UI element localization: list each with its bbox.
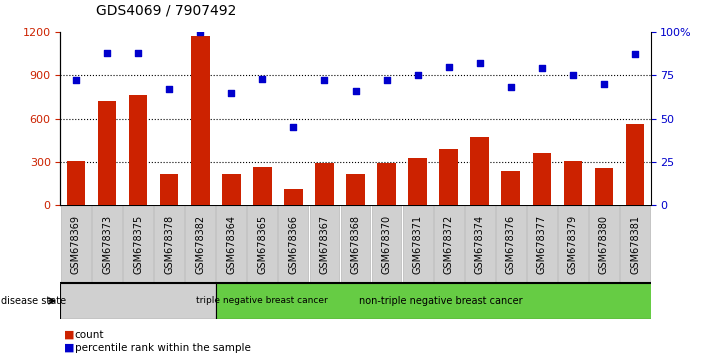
Point (412, 73, 423, 78)
Text: ■: ■ (64, 343, 75, 353)
Point (195, 29, 206, 35)
Text: GSM678379: GSM678379 (568, 215, 578, 274)
Text: GSM678372: GSM678372 (444, 215, 454, 274)
Point (257, 76, 268, 81)
Bar (341, 205, 370, 283)
Bar (123, 205, 153, 283)
Text: GSM678382: GSM678382 (196, 215, 205, 274)
Text: GSM678376: GSM678376 (506, 215, 515, 274)
Bar (309, 205, 339, 283)
Point (102, 50, 113, 56)
Bar (465, 205, 495, 283)
Bar (620, 205, 650, 283)
Point (536, 65, 547, 71)
Bar (129, 96, 147, 205)
Bar (439, 149, 458, 205)
Point (443, 64, 454, 69)
Text: ■: ■ (64, 330, 75, 339)
Bar (471, 137, 489, 205)
Text: GSM678371: GSM678371 (412, 215, 422, 274)
Bar (191, 36, 210, 205)
Point (598, 81, 609, 87)
Point (225, 90, 237, 96)
Bar (154, 205, 184, 283)
Bar (247, 205, 277, 283)
Point (132, 50, 144, 56)
Bar (284, 189, 303, 205)
Text: count: count (75, 330, 104, 339)
Text: GSM678365: GSM678365 (257, 215, 267, 274)
Bar (60, 283, 215, 319)
Text: GSM678377: GSM678377 (537, 215, 547, 274)
Text: GSM678375: GSM678375 (133, 215, 143, 274)
Text: non-triple negative breast cancer: non-triple negative breast cancer (359, 296, 523, 306)
Bar (67, 160, 85, 205)
Bar (626, 124, 644, 205)
Bar (253, 167, 272, 205)
Text: GSM678368: GSM678368 (351, 215, 360, 274)
Text: GSM678381: GSM678381 (630, 215, 640, 274)
Text: percentile rank within the sample: percentile rank within the sample (75, 343, 250, 353)
Bar (186, 205, 215, 283)
Text: GSM678378: GSM678378 (164, 215, 174, 274)
Bar (594, 169, 614, 205)
Bar (97, 101, 117, 205)
Text: disease state: disease state (1, 296, 66, 306)
Text: GSM678369: GSM678369 (71, 215, 81, 274)
Bar (501, 171, 520, 205)
Bar (160, 174, 178, 205)
Bar (378, 163, 396, 205)
Bar (533, 153, 551, 205)
Point (629, 52, 641, 57)
Bar (372, 205, 402, 283)
Bar (527, 205, 557, 283)
Bar (346, 174, 365, 205)
Bar (61, 205, 91, 283)
Point (350, 88, 361, 94)
Bar (558, 205, 588, 283)
Text: triple negative breast cancer: triple negative breast cancer (196, 296, 328, 306)
Bar (496, 205, 525, 283)
Text: GSM678366: GSM678366 (289, 215, 299, 274)
Bar (402, 205, 432, 283)
Bar (216, 205, 246, 283)
Point (164, 86, 175, 92)
Point (381, 78, 392, 83)
Bar (434, 205, 464, 283)
Bar (92, 205, 122, 283)
Text: GSM678370: GSM678370 (382, 215, 392, 274)
Point (288, 124, 299, 130)
Point (474, 60, 486, 66)
Bar (315, 163, 333, 205)
Point (319, 78, 330, 83)
Bar (564, 160, 582, 205)
Bar (279, 205, 309, 283)
Text: GSM678373: GSM678373 (102, 215, 112, 274)
Text: GSM678364: GSM678364 (226, 215, 236, 274)
Text: GSM678380: GSM678380 (599, 215, 609, 274)
Point (567, 73, 579, 78)
Text: GDS4069 / 7907492: GDS4069 / 7907492 (96, 4, 236, 18)
Text: GSM678374: GSM678374 (475, 215, 485, 274)
Text: GSM678367: GSM678367 (319, 215, 329, 274)
Point (70, 78, 82, 83)
Point (505, 85, 516, 90)
Bar (215, 283, 666, 319)
Bar (222, 173, 240, 205)
Bar (408, 158, 427, 205)
Bar (589, 205, 619, 283)
